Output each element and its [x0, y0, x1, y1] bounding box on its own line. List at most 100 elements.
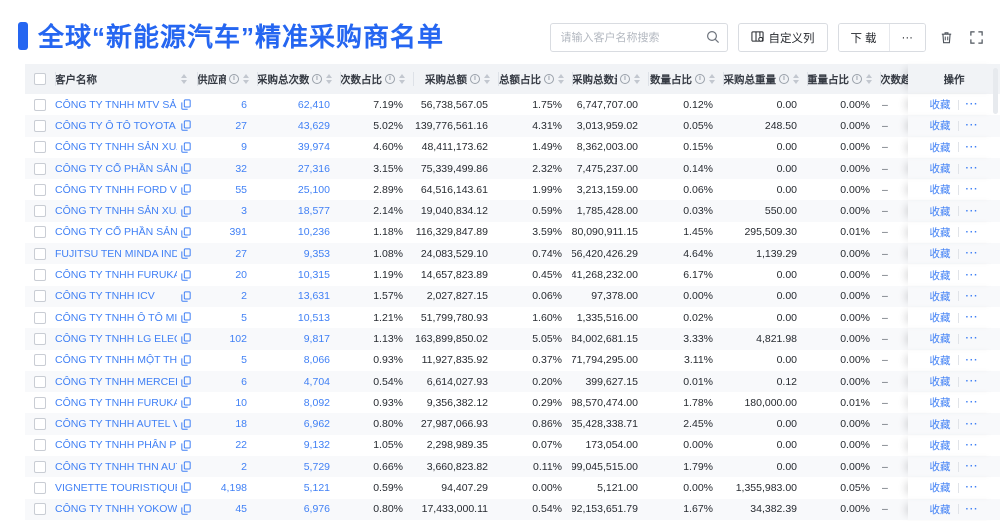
- customer-name-link[interactable]: CÔNG TY TNHH AUTEL VIỆT N...: [55, 418, 177, 431]
- favorite-button[interactable]: 收藏: [929, 248, 951, 261]
- col-suppliers[interactable]: 供应商: [197, 64, 257, 94]
- customer-name-link[interactable]: CÔNG TY TNHH MERCEDES–B...: [55, 375, 177, 388]
- copy-icon[interactable]: [181, 142, 191, 153]
- sort-icons[interactable]: [866, 74, 872, 84]
- row-more-button[interactable]: ···: [965, 312, 979, 324]
- favorite-button[interactable]: 收藏: [929, 99, 951, 112]
- row-more-button[interactable]: ···: [965, 418, 979, 430]
- copy-icon[interactable]: [181, 184, 191, 196]
- row-checkbox[interactable]: [34, 141, 46, 154]
- copy-icon[interactable]: [181, 419, 191, 430]
- row-checkbox[interactable]: [34, 247, 46, 260]
- customer-name-link[interactable]: CÔNG TY TNHH FORD VIỆT NAM: [55, 183, 177, 196]
- row-more-button[interactable]: ···: [965, 248, 979, 260]
- col-times-share[interactable]: 次数占比: [340, 64, 413, 94]
- customer-name-link[interactable]: CÔNG TY TNHH SẢN XUẤT VÀ ...: [55, 205, 177, 218]
- row-checkbox[interactable]: [34, 481, 46, 494]
- customize-columns-button[interactable]: 自定义列: [737, 23, 828, 52]
- copy-icon[interactable]: [181, 206, 191, 217]
- favorite-button[interactable]: 收藏: [929, 290, 951, 303]
- col-purchase-quantity[interactable]: 采购总数量: [572, 64, 648, 94]
- row-more-button[interactable]: ···: [965, 269, 979, 281]
- row-checkbox[interactable]: [34, 396, 46, 409]
- row-more-button[interactable]: ···: [965, 439, 979, 451]
- customer-name-link[interactable]: CÔNG TY TNHH THN AUTOPAR...: [55, 460, 177, 473]
- row-checkbox[interactable]: [34, 375, 46, 388]
- copy-icon[interactable]: [181, 482, 191, 494]
- customer-name-link[interactable]: VIGNETTE TOURISTIQUE G UNI...: [55, 481, 177, 494]
- customer-name-link[interactable]: CÔNG TY CỔ PHẦN SẢN XUẤT...: [55, 162, 177, 175]
- row-more-button[interactable]: ···: [965, 461, 979, 473]
- row-checkbox[interactable]: [34, 269, 46, 282]
- row-more-button[interactable]: ···: [965, 141, 979, 153]
- col-amount-share[interactable]: 总额占比: [498, 64, 572, 94]
- row-more-button[interactable]: ···: [965, 120, 979, 132]
- row-checkbox[interactable]: [34, 119, 46, 132]
- favorite-button[interactable]: 收藏: [929, 354, 951, 367]
- row-more-button[interactable]: ···: [965, 397, 979, 409]
- favorite-button[interactable]: 收藏: [929, 376, 951, 388]
- favorite-button[interactable]: 收藏: [929, 184, 951, 197]
- row-more-button[interactable]: ···: [965, 503, 979, 515]
- copy-icon[interactable]: [181, 355, 191, 366]
- row-checkbox[interactable]: [34, 439, 46, 452]
- favorite-button[interactable]: 收藏: [929, 205, 951, 218]
- row-checkbox[interactable]: [34, 226, 46, 239]
- row-more-button[interactable]: ···: [965, 333, 979, 345]
- sort-icons[interactable]: [709, 74, 715, 84]
- copy-icon[interactable]: [181, 461, 191, 472]
- row-more-button[interactable]: ···: [965, 226, 979, 238]
- fullscreen-icon[interactable]: [966, 28, 986, 48]
- row-checkbox[interactable]: [34, 460, 46, 473]
- row-more-button[interactable]: ···: [965, 482, 979, 494]
- favorite-button[interactable]: 收藏: [929, 312, 951, 325]
- sort-icons[interactable]: [484, 74, 490, 84]
- favorite-button[interactable]: 收藏: [929, 439, 951, 452]
- row-checkbox[interactable]: [34, 503, 46, 516]
- customer-name-link[interactable]: CÔNG TY TNHH PHÂN PHỐI T...: [55, 439, 177, 452]
- row-more-button[interactable]: ···: [965, 184, 979, 196]
- sort-icons[interactable]: [793, 74, 799, 84]
- copy-icon[interactable]: [181, 269, 191, 281]
- col-quantity-share[interactable]: 数量占比: [648, 64, 723, 94]
- col-purchase-times[interactable]: 采购总次数: [257, 64, 340, 94]
- copy-icon[interactable]: [181, 291, 191, 302]
- favorite-button[interactable]: 收藏: [929, 120, 951, 133]
- copy-icon[interactable]: [181, 248, 191, 259]
- row-more-button[interactable]: ···: [965, 376, 979, 387]
- favorite-button[interactable]: 收藏: [929, 269, 951, 282]
- customer-name-link[interactable]: CÔNG TY TNHH LG ELECTRON...: [55, 332, 177, 345]
- favorite-button[interactable]: 收藏: [929, 503, 951, 516]
- copy-icon[interactable]: [181, 312, 191, 323]
- favorite-button[interactable]: 收藏: [929, 226, 951, 239]
- info-icon[interactable]: [385, 74, 395, 84]
- info-icon[interactable]: [779, 74, 789, 84]
- row-more-button[interactable]: ···: [965, 163, 979, 175]
- sort-icons[interactable]: [634, 74, 640, 84]
- copy-icon[interactable]: [181, 333, 191, 345]
- search-input[interactable]: [549, 23, 728, 52]
- col-customer-name[interactable]: 客户名称: [55, 64, 197, 94]
- row-more-button[interactable]: ···: [965, 354, 979, 366]
- copy-icon[interactable]: [181, 99, 191, 110]
- customer-name-link[interactable]: CÔNG TY TNHH MTV SẢN XUẤ...: [55, 98, 177, 111]
- favorite-button[interactable]: 收藏: [929, 418, 951, 431]
- row-checkbox[interactable]: [34, 98, 46, 111]
- info-icon[interactable]: [620, 74, 630, 84]
- row-checkbox[interactable]: [34, 205, 46, 218]
- row-more-button[interactable]: ···: [965, 99, 979, 111]
- copy-icon[interactable]: [181, 504, 191, 515]
- customer-name-link[interactable]: CÔNG TY TNHH YOKOWO VIỆT...: [55, 503, 177, 516]
- sort-icons[interactable]: [243, 74, 249, 84]
- info-icon[interactable]: [470, 74, 480, 84]
- customer-name-link[interactable]: FUJITSU TEN MINDA INDIA PVT...: [55, 247, 177, 260]
- info-icon[interactable]: [544, 74, 554, 84]
- row-checkbox[interactable]: [34, 311, 46, 324]
- copy-icon[interactable]: [181, 120, 191, 132]
- row-more-button[interactable]: ···: [965, 205, 979, 217]
- customer-name-link[interactable]: CÔNG TY CỔ PHẦN SẢN XUẤT...: [55, 226, 177, 239]
- favorite-button[interactable]: 收藏: [929, 141, 951, 154]
- select-all-checkbox[interactable]: [34, 73, 46, 85]
- row-checkbox[interactable]: [34, 183, 46, 196]
- customer-name-link[interactable]: CÔNG TY TNHH MỘT THÀNH V...: [55, 354, 177, 367]
